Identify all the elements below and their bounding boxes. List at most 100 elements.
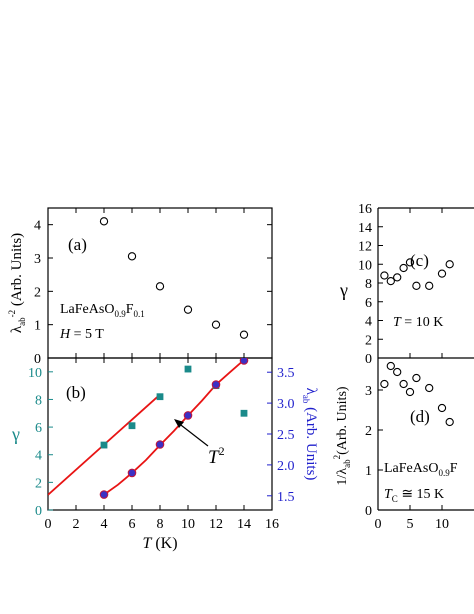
c-ytick-label-8: 16 bbox=[358, 202, 372, 217]
panel-b-annotation: T2 bbox=[174, 419, 225, 468]
a-ytick-label-4: 4 bbox=[34, 219, 41, 234]
a-data-point-3 bbox=[183, 305, 193, 314]
gamma-point-5 bbox=[240, 409, 248, 417]
d-ytick-label-3: 3 bbox=[365, 384, 372, 399]
d-data-point-5 bbox=[412, 373, 421, 383]
panel-a-sample-label: LaFeAsO0.9F0.1 bbox=[60, 302, 145, 319]
panel-a-y-axis-label: λab-2 (Arb. Units) bbox=[7, 233, 27, 333]
a-ytick-label-0: 0 bbox=[34, 352, 41, 367]
c-data-point-0 bbox=[380, 271, 389, 280]
panel-c-ticks bbox=[377, 207, 443, 359]
c-data-point-3 bbox=[399, 263, 408, 273]
d-xtick-label-1: 5 bbox=[407, 517, 414, 532]
lambda-point-2 bbox=[155, 440, 165, 449]
d-data-point-3 bbox=[399, 379, 408, 389]
panel-c-points bbox=[380, 258, 454, 290]
gamma-point-0 bbox=[100, 441, 108, 449]
d-ytick-label-1: 1 bbox=[365, 464, 372, 479]
b-xtick-label-0: 0 bbox=[45, 517, 52, 532]
panel-a: 0 1 2 3 4 (a) LaFeAsO0.9F0.1 H = 5 T λab-2 (… bbox=[7, 207, 273, 367]
panel-b-frame bbox=[47, 357, 273, 511]
c-data-point-1 bbox=[386, 276, 395, 286]
panel-b-tick-labels: 0 2 4 6 8 10 12 14 16 0 2 4 6 8 10 1.5 2.0 2.5 3.0 3.5 bbox=[28, 366, 295, 532]
b-ytick-right-label-1: 2.0 bbox=[277, 459, 295, 474]
d-data-point-8 bbox=[445, 417, 454, 427]
panel-c-y-axis-label: γ bbox=[339, 280, 348, 300]
a-data-point-4 bbox=[211, 320, 221, 329]
lambda-point-4 bbox=[211, 380, 221, 389]
a-data-point-5 bbox=[239, 330, 249, 339]
d-data-point-6 bbox=[425, 383, 434, 393]
b-ytick-right-label-4: 3.5 bbox=[277, 366, 295, 381]
b-ytick-left-label-1: 2 bbox=[35, 476, 42, 491]
panel-d-sample-label: LaFeAsO0.9F bbox=[384, 461, 458, 478]
panel-b-points bbox=[99, 358, 249, 499]
b-ytick-left-label-0: 0 bbox=[35, 504, 42, 519]
d-xtick-label-2: 10 bbox=[435, 517, 449, 532]
b-xtick-label-8: 16 bbox=[265, 517, 279, 532]
panel-d-tick-labels: 0 1 2 3 0 5 10 bbox=[365, 384, 449, 532]
panel-d-tc-label: TC ≅ 15 K bbox=[384, 487, 444, 504]
lambda-point-1 bbox=[127, 468, 137, 478]
c-data-point-2 bbox=[393, 273, 402, 282]
panel-b-left-y-axis-label: γ bbox=[11, 424, 20, 444]
annotation-arrowhead bbox=[174, 419, 184, 428]
c-data-point-5 bbox=[412, 281, 421, 290]
lambda-point-3 bbox=[183, 411, 193, 420]
b-xtick-label-3: 6 bbox=[129, 517, 136, 532]
panel-d-y-axis-label: 1/λab2(Arb. Units) bbox=[332, 386, 352, 485]
panel-d-points bbox=[380, 361, 454, 427]
panel-d: 0 1 2 3 0 5 10 (d) LaFeAsO0.9F TC ≅ 15 K 1/λab… bbox=[332, 358, 474, 532]
gamma-point-3 bbox=[184, 365, 192, 373]
panel-b-x-axis-label: T (K) bbox=[142, 535, 177, 552]
panel-b-fit-lines bbox=[48, 359, 245, 496]
d-ytick-label-2: 2 bbox=[365, 424, 372, 439]
d-ytick-label-0: 0 bbox=[365, 504, 372, 519]
b-ytick-right-label-2: 2.5 bbox=[277, 428, 295, 443]
d-data-point-7 bbox=[437, 403, 447, 413]
d-data-point-4 bbox=[405, 387, 415, 397]
b-ytick-right-label-0: 1.5 bbox=[277, 490, 295, 505]
d-data-point-1 bbox=[386, 361, 395, 371]
annotation-t-squared: T2 bbox=[208, 444, 225, 468]
panel-b-label: (b) bbox=[66, 383, 86, 402]
lambda_fit-line bbox=[103, 359, 245, 496]
c-ytick-label-3: 6 bbox=[365, 296, 372, 311]
c-data-point-8 bbox=[445, 260, 454, 269]
a-data-point-1 bbox=[127, 252, 137, 261]
b-xtick-label-1: 2 bbox=[73, 517, 80, 532]
c-ytick-label-5: 10 bbox=[358, 258, 372, 273]
a-data-point-0 bbox=[99, 217, 109, 226]
panel-a-ticks bbox=[47, 208, 273, 359]
lambda-point-0 bbox=[99, 490, 109, 499]
b-ytick-left-label-5: 10 bbox=[28, 366, 42, 381]
b-ytick-right-label-3: 3.0 bbox=[277, 397, 295, 412]
b-xtick-label-7: 14 bbox=[237, 517, 251, 532]
c-ytick-label-4: 8 bbox=[365, 277, 372, 292]
panel-c-tick-labels: 0 2 4 6 8 10 12 14 16 bbox=[358, 202, 372, 367]
c-data-point-7 bbox=[437, 269, 447, 278]
c-ytick-label-1: 2 bbox=[365, 333, 372, 348]
b-xtick-label-5: 10 bbox=[181, 517, 195, 532]
panel-a-label: (a) bbox=[68, 235, 87, 254]
d-data-point-0 bbox=[380, 379, 389, 389]
panel-c-label: (c) bbox=[410, 251, 429, 270]
d-data-point-2 bbox=[393, 367, 402, 377]
annotation-arrow-line bbox=[176, 421, 209, 447]
a-data-point-2 bbox=[155, 282, 165, 291]
panel-d-label: (d) bbox=[410, 407, 430, 426]
c-data-point-4 bbox=[405, 258, 415, 267]
b-xtick-label-2: 4 bbox=[101, 517, 108, 532]
gamma-point-1 bbox=[128, 422, 136, 430]
panel-c-temperature-label: T = 10 K bbox=[393, 315, 443, 330]
panel-c: 0 2 4 6 8 10 12 14 16 (c) T = 10 K γ bbox=[339, 202, 474, 367]
b-ytick-left-label-3: 6 bbox=[35, 421, 42, 436]
b-ytick-left-label-2: 4 bbox=[35, 449, 42, 464]
panel-a-points bbox=[99, 217, 249, 339]
c-data-point-6 bbox=[425, 281, 434, 290]
a-ytick-label-1: 1 bbox=[34, 319, 41, 334]
d-xtick-label-0: 0 bbox=[375, 517, 382, 532]
c-ytick-label-6: 12 bbox=[358, 240, 372, 255]
